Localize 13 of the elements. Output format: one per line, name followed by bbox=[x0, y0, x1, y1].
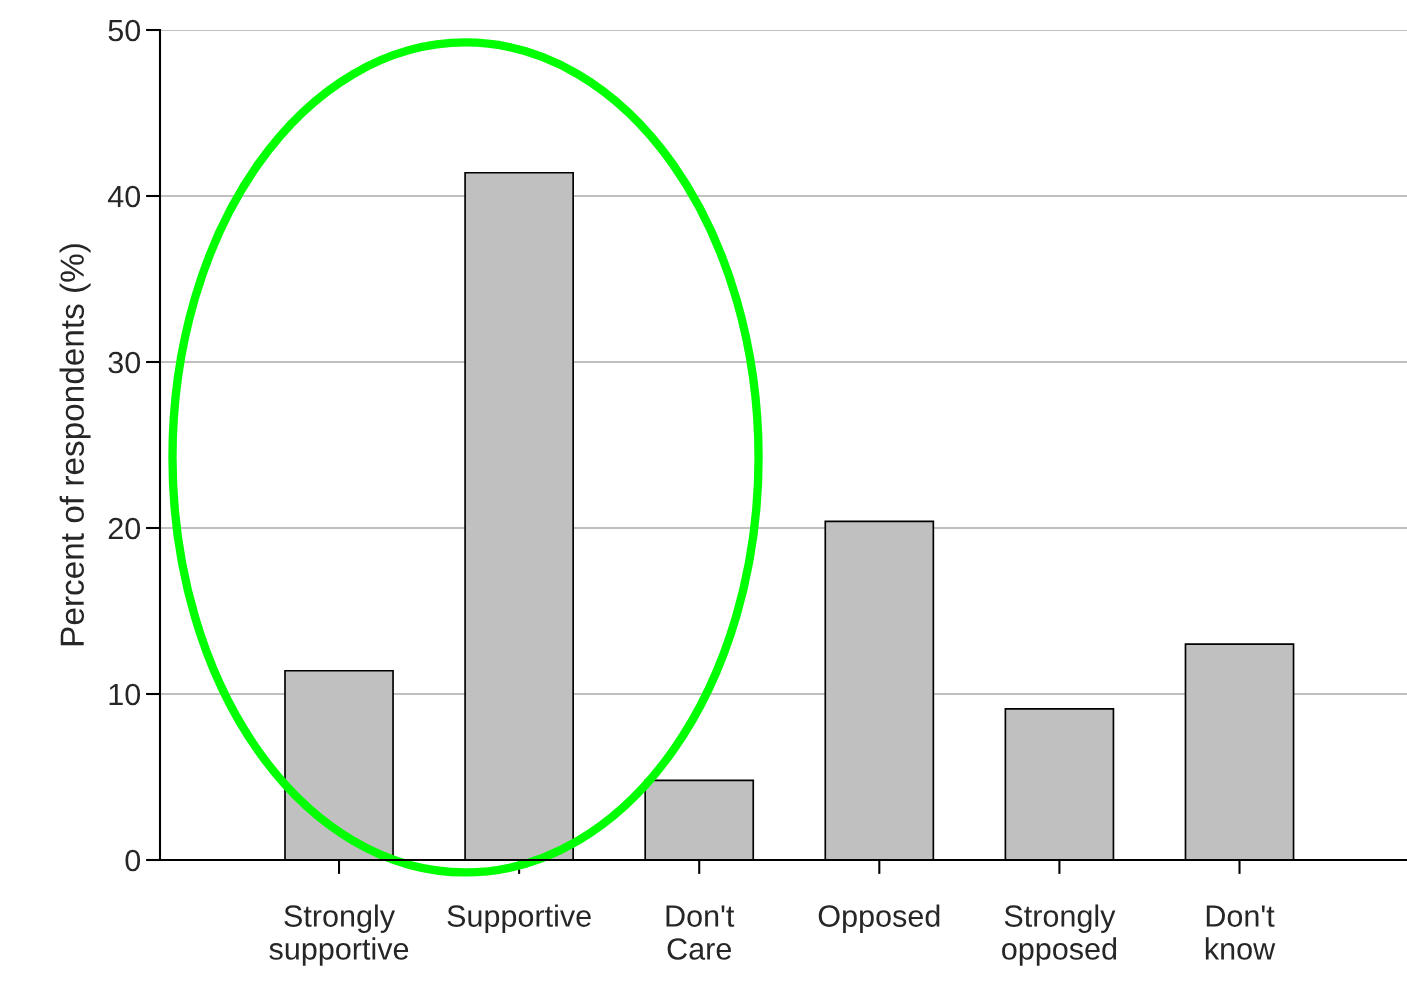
x-tick-label: Strongly opposed bbox=[1002, 904, 1117, 966]
y-tick-label: 30 bbox=[108, 351, 141, 374]
x-tick-label: Don't know bbox=[1205, 905, 1276, 960]
y-tick-label: 10 bbox=[109, 683, 141, 706]
x-tick-label: Don't Care bbox=[666, 905, 735, 960]
y-axis-title: Percent of respondents (%) bbox=[59, 244, 91, 646]
y-tick-label: 0 bbox=[125, 849, 141, 872]
x-tick-label: Supportive bbox=[447, 904, 591, 933]
x-tick-label: Strongly supportive bbox=[269, 904, 409, 966]
y-tick-label: 40 bbox=[107, 185, 141, 208]
y-tick-label: 50 bbox=[108, 19, 141, 42]
y-tick-label: 20 bbox=[108, 517, 141, 540]
x-tick-label: Opposed bbox=[818, 904, 940, 933]
